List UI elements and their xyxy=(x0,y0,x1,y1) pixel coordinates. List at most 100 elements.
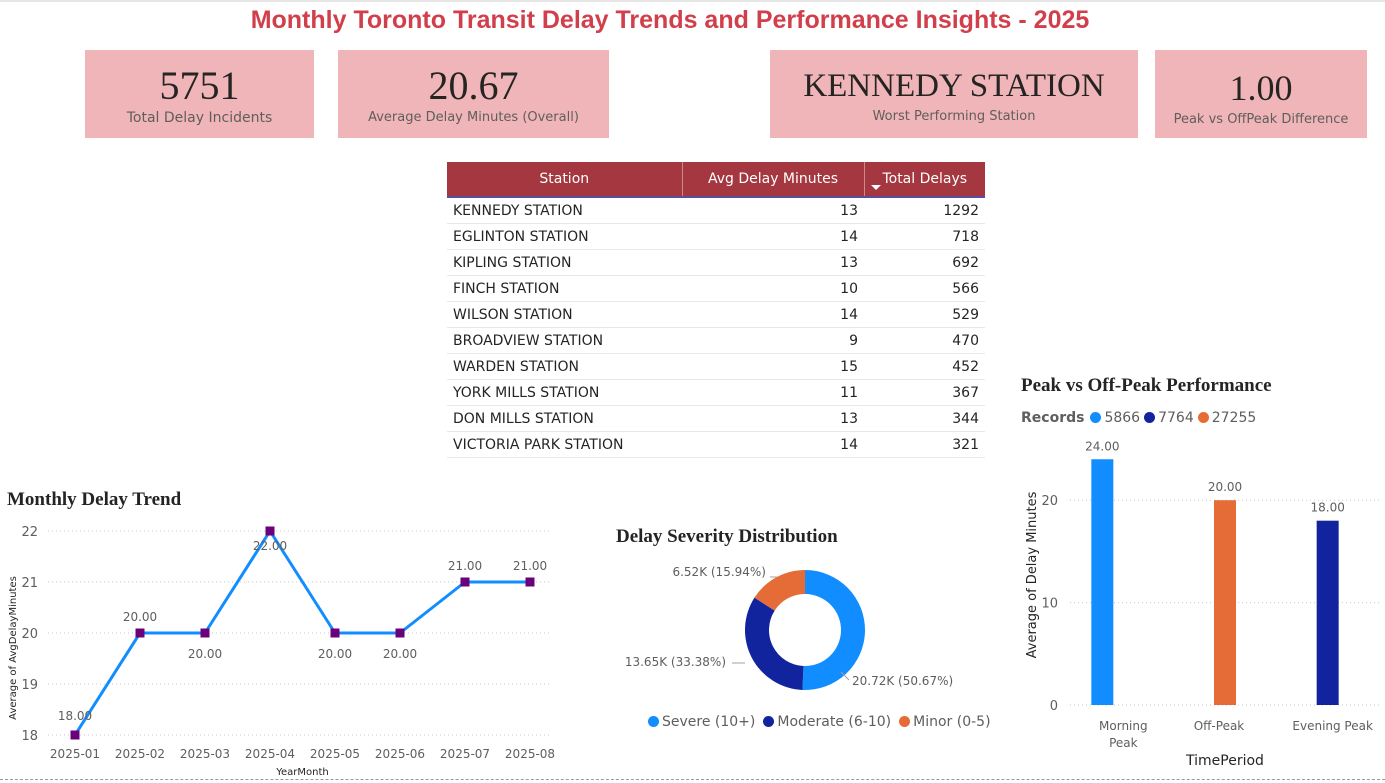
legend-marker-icon xyxy=(648,716,659,727)
x-tick-label: Morning xyxy=(1099,719,1148,733)
x-tick-label: 2025-04 xyxy=(245,747,295,761)
data-label: 20.72K (50.67%) xyxy=(852,674,953,688)
cell-total-delays: 718 xyxy=(864,223,985,250)
table-row[interactable]: WILSON STATION 14 529 xyxy=(447,301,985,328)
kpi-card-peak-difference[interactable]: 1.00 Peak vs OffPeak Difference xyxy=(1155,50,1367,138)
legend-item[interactable]: Minor (0-5) xyxy=(899,714,991,730)
cell-avg-delay: 13 xyxy=(682,249,864,276)
data-label: 20.00 xyxy=(188,647,222,661)
column-header-station[interactable]: Station xyxy=(447,162,683,197)
kpi-value: 20.67 xyxy=(428,63,519,108)
top-border xyxy=(0,0,1385,2)
series-line xyxy=(73,529,530,736)
y-axis-title: Average of Delay Minutes xyxy=(1025,491,1040,658)
cell-total-delays: 529 xyxy=(864,301,985,328)
y-tick-label: 22 xyxy=(21,525,38,540)
line-chart-title: Monthly Delay Trend xyxy=(7,489,182,510)
y-tick-label: 20 xyxy=(1041,494,1058,509)
table-row[interactable]: BROADVIEW STATION 9 470 xyxy=(447,327,985,354)
table-row[interactable]: DON MILLS STATION 13 344 xyxy=(447,405,985,432)
legend-label: 27255 xyxy=(1211,410,1257,426)
legend-item[interactable]: Severe (10+) xyxy=(648,714,755,730)
data-label: 18.00 xyxy=(1310,501,1344,515)
y-axis-title: Average of AvgDelayMinutes xyxy=(8,576,19,720)
donut-chart-title: Delay Severity Distribution xyxy=(616,526,838,547)
data-label: 6.52K (15.94%) xyxy=(672,565,766,579)
legend-item[interactable]: 5866 xyxy=(1090,410,1140,426)
x-axis-title: TimePeriod xyxy=(1185,753,1264,769)
cell-total-delays: 452 xyxy=(864,353,985,380)
table-row[interactable]: YORK MILLS STATION 11 367 xyxy=(447,379,985,406)
cell-avg-delay: 9 xyxy=(682,327,864,354)
x-tick-label: Peak xyxy=(1109,736,1138,750)
leader-line xyxy=(840,671,850,681)
data-label: 21.00 xyxy=(448,559,482,573)
table-row[interactable]: WARDEN STATION 15 452 xyxy=(447,353,985,380)
x-tick-label: 2025-03 xyxy=(180,747,230,761)
kpi-card-total-incidents[interactable]: 5751 Total Delay Incidents xyxy=(85,50,314,138)
column-header-total-delays[interactable]: Total Delays xyxy=(864,162,985,197)
cell-station: VICTORIA PARK STATION xyxy=(447,431,682,458)
data-label: 24.00 xyxy=(1085,439,1119,453)
legend-item[interactable]: 27255 xyxy=(1197,410,1257,426)
table-row[interactable]: KENNEDY STATION 13 1292 xyxy=(447,197,985,224)
y-tick-label: 0 xyxy=(1050,699,1058,714)
monthly-delay-line-chart[interactable]: 18 19 20 21 22 Average of AvgDelayMinutes 18.0… xyxy=(0,515,580,779)
x-tick-label: 2025-05 xyxy=(310,747,360,761)
cell-station: BROADVIEW STATION xyxy=(447,327,682,354)
bar xyxy=(1214,500,1236,705)
cell-avg-delay: 15 xyxy=(682,353,864,380)
sort-desc-icon xyxy=(870,185,881,190)
kpi-label: Worst Performing Station xyxy=(872,109,1036,124)
table-row[interactable]: EGLINTON STATION 14 718 xyxy=(447,223,985,250)
severity-donut-chart[interactable]: 20.72K (50.67%) 13.65K (33.38%) 6.52K (15.… xyxy=(600,555,1000,705)
kpi-value: 1.00 xyxy=(1229,68,1293,108)
data-point xyxy=(70,730,80,740)
legend-item[interactable]: Moderate (6-10) xyxy=(763,714,891,730)
cell-station: FINCH STATION xyxy=(447,275,682,302)
data-label: 13.65K (33.38%) xyxy=(625,655,726,669)
legend-label: 5866 xyxy=(1104,410,1141,426)
table-header-row: Station Avg Delay Minutes Total Delays xyxy=(447,162,985,197)
cell-total-delays: 1292 xyxy=(864,197,985,224)
cell-avg-delay: 14 xyxy=(682,223,864,250)
table-row[interactable]: FINCH STATION 10 566 xyxy=(447,275,985,302)
table-row[interactable]: KIPLING STATION 13 692 xyxy=(447,249,985,276)
y-tick-label: 18 xyxy=(21,729,38,744)
bar xyxy=(1091,459,1114,705)
kpi-label: Peak vs OffPeak Difference xyxy=(1173,112,1349,127)
kpi-value: KENNEDY STATION xyxy=(803,68,1105,104)
donut-slice xyxy=(802,570,865,690)
legend-label: Moderate (6-10) xyxy=(777,714,892,730)
data-point xyxy=(200,628,210,638)
cell-avg-delay: 13 xyxy=(682,197,864,224)
x-tick-label: 2025-02 xyxy=(115,747,165,761)
table-body: KENNEDY STATION 13 1292 EGLINTON STATION 14 7… xyxy=(447,197,985,458)
data-point xyxy=(265,526,275,536)
y-tick-label: 10 xyxy=(1041,597,1058,612)
cell-station: DON MILLS STATION xyxy=(447,405,682,432)
x-tick-label: Evening Peak xyxy=(1292,719,1373,733)
kpi-card-worst-station[interactable]: KENNEDY STATION Worst Performing Station xyxy=(770,50,1138,138)
x-tick-label: 2025-08 xyxy=(505,747,555,761)
data-label: 20.00 xyxy=(318,647,352,661)
x-tick-label: Off-Peak xyxy=(1194,719,1245,733)
cell-station: KIPLING STATION xyxy=(447,249,682,276)
table-row[interactable]: VICTORIA PARK STATION 14 321 xyxy=(447,431,985,458)
legend-marker-icon xyxy=(763,716,775,727)
legend-title: Records xyxy=(1021,410,1085,426)
cell-avg-delay: 13 xyxy=(682,405,864,432)
cell-avg-delay: 14 xyxy=(682,301,864,328)
legend-item[interactable]: 7764 xyxy=(1144,410,1194,426)
data-label: 21.00 xyxy=(513,559,547,573)
donut-legend: Severe (10+) Moderate (6-10) Minor (0-5) xyxy=(648,714,999,730)
data-point xyxy=(395,628,405,638)
column-header-avg-delay[interactable]: Avg Delay Minutes xyxy=(682,162,865,197)
data-point xyxy=(330,628,340,638)
data-label: 20.00 xyxy=(123,610,157,624)
station-delay-table[interactable]: Station Avg Delay Minutes Total Delays K… xyxy=(447,162,985,458)
kpi-card-average-delay[interactable]: 20.67 Average Delay Minutes (Overall) xyxy=(338,50,609,138)
legend-marker-icon xyxy=(1090,412,1102,423)
cell-station: WARDEN STATION xyxy=(447,353,682,380)
